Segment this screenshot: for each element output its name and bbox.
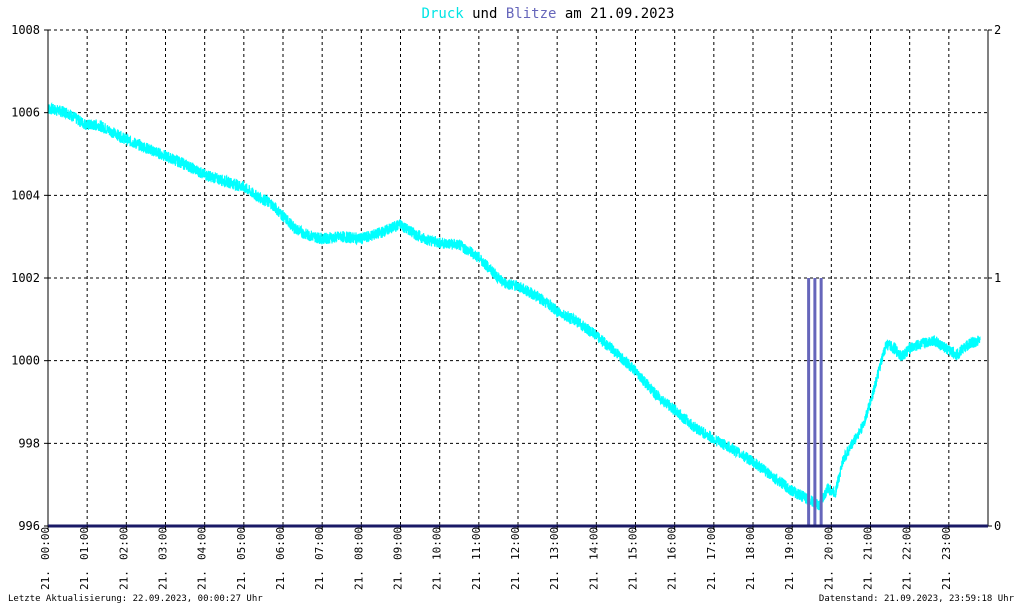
- grid-lines: [48, 29, 988, 526]
- x-tick-label-time: 22:00: [901, 527, 914, 560]
- x-tick-label: 21.: [39, 570, 52, 590]
- x-tick-label: 21.: [235, 570, 248, 590]
- x-tick-label-time: 20:00: [822, 527, 835, 560]
- x-tick-label-time: 02:00: [117, 527, 130, 560]
- right-tick-label: 0: [994, 519, 1001, 533]
- x-tick-label-time: 12:00: [509, 527, 522, 560]
- x-tick-label: 21.: [940, 570, 953, 590]
- footer-data-status: Datenstand: 21.09.2023, 23:59:18 Uhr: [819, 594, 1015, 604]
- x-tick-label-time: 14:00: [587, 527, 600, 560]
- x-tick-label: 21.: [744, 570, 757, 590]
- series-layer: [47, 101, 981, 526]
- x-tick-label-time: 03:00: [157, 527, 170, 560]
- x-tick-label: 21.: [705, 570, 718, 590]
- x-tick-label: 21.: [352, 570, 365, 590]
- chart-title: Druck und Blitze am 21.09.2023: [422, 6, 675, 22]
- x-tick-label-time: 07:00: [313, 527, 326, 560]
- x-tick-label: 21.: [431, 570, 444, 590]
- left-tick-label: 1004: [11, 188, 40, 202]
- pressure-line: [47, 101, 981, 511]
- x-tick-label: 21.: [862, 570, 875, 590]
- left-tick-label: 998: [18, 436, 40, 450]
- x-tick-label-time: 05:00: [235, 527, 248, 560]
- right-tick-label: 1: [994, 271, 1001, 285]
- x-tick-label: 21.: [78, 570, 91, 590]
- lightning-bar: [819, 278, 823, 526]
- x-tick-label: 21.: [627, 570, 640, 590]
- right-tick-label: 2: [994, 23, 1001, 37]
- x-tick-label: 21.: [666, 570, 679, 590]
- x-tick-label: 21.: [274, 570, 287, 590]
- title-blitze: Blitze: [506, 6, 557, 22]
- axes: [44, 29, 992, 530]
- x-tick-label-time: 09:00: [392, 527, 405, 560]
- x-tick-label: 21.: [313, 570, 326, 590]
- title-date: am 21.09.2023: [556, 6, 674, 22]
- x-tick-label-time: 04:00: [196, 527, 209, 560]
- x-tick-label-time: 16:00: [666, 527, 679, 560]
- lightning-bar: [813, 278, 817, 526]
- left-tick-label: 1008: [11, 23, 40, 37]
- x-tick-label-time: 18:00: [744, 527, 757, 560]
- lightning-bar: [807, 278, 811, 526]
- x-tick-label-time: 19:00: [783, 527, 796, 560]
- x-tick-label: 21.: [196, 570, 209, 590]
- title-druck: Druck: [422, 6, 465, 22]
- x-tick-label-time: 01:00: [78, 527, 91, 560]
- x-tick-label: 21.: [392, 570, 405, 590]
- x-tick-label: 21.: [470, 570, 483, 590]
- left-tick-label: 1006: [11, 106, 40, 120]
- left-tick-label: 1002: [11, 271, 40, 285]
- footer-last-update: Letzte Aktualisierung: 22.09.2023, 00:00…: [8, 594, 263, 604]
- left-tick-label: 996: [18, 519, 40, 533]
- x-tick-label: 21.: [548, 570, 561, 590]
- x-tick-label: 21.: [587, 570, 600, 590]
- tick-labels: 996 998 1000 1002 1004 1006 1008 0 1 2 21. 00:00 21.…: [11, 23, 1001, 590]
- x-tick-label: 21.: [509, 570, 522, 590]
- x-tick-label-time: 10:00: [431, 527, 444, 560]
- x-tick-label-time: 15:00: [627, 527, 640, 560]
- x-tick-label-time: 00:00: [39, 527, 52, 560]
- x-tick-label: 21.: [822, 570, 835, 590]
- x-tick-label-time: 23:00: [940, 527, 953, 560]
- x-tick-label: 21.: [157, 570, 170, 590]
- x-tick-label-time: 21:00: [862, 527, 875, 560]
- x-tick-label-time: 17:00: [705, 527, 718, 560]
- x-tick-label-time: 06:00: [274, 527, 287, 560]
- x-tick-label: 21.: [901, 570, 914, 590]
- x-tick-label: 21.: [783, 570, 796, 590]
- title-und: und: [464, 6, 506, 22]
- x-tick-label-time: 11:00: [470, 527, 483, 560]
- x-tick-label: 21.: [117, 570, 130, 590]
- x-tick-label-time: 08:00: [352, 527, 365, 560]
- x-tick-label-time: 13:00: [548, 527, 561, 560]
- left-tick-label: 1000: [11, 354, 40, 368]
